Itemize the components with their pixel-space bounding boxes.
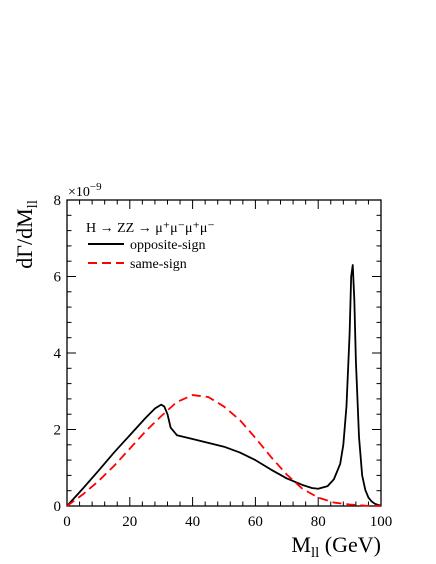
x-axis-title-main: M bbox=[291, 532, 311, 557]
x-tick-label: 0 bbox=[63, 514, 71, 530]
plot-frame bbox=[66, 199, 382, 507]
x-tick-label: 40 bbox=[185, 514, 200, 530]
x-tick-label: 60 bbox=[248, 514, 263, 530]
legend: H → ZZ → μ⁺μ⁻μ⁺μ⁻ opposite-sign same-sig… bbox=[86, 221, 215, 272]
y-axis-ticks: 0 2 4 6 8 bbox=[54, 193, 381, 515]
x-axis-title-sub: ll bbox=[311, 545, 319, 561]
x-axis-title: Mll (GeV) bbox=[291, 532, 381, 561]
legend-title: H → ZZ → μ⁺μ⁻μ⁺μ⁻ bbox=[86, 221, 215, 236]
series-line-same-sign bbox=[66, 394, 382, 507]
y-axis-title-sub: ll bbox=[25, 200, 41, 208]
series-layer bbox=[66, 264, 382, 507]
x-axis-ticks: 0 20 40 60 80 100 bbox=[63, 200, 392, 530]
legend-label-opposite-sign: opposite-sign bbox=[130, 238, 205, 253]
y-tick-label: 0 bbox=[54, 499, 62, 515]
y-axis-title-main: dΓ/dM bbox=[12, 208, 37, 268]
y-multiplier-base: ×10 bbox=[68, 185, 90, 200]
y-axis-title: dΓ/dMll bbox=[12, 200, 41, 269]
y-tick-label: 8 bbox=[54, 193, 62, 209]
legend-label-same-sign: same-sign bbox=[130, 257, 187, 272]
y-multiplier-exponent: −9 bbox=[90, 181, 102, 193]
y-tick-label: 2 bbox=[54, 423, 62, 439]
y-tick-label: 6 bbox=[54, 270, 62, 286]
series-line-opposite-sign bbox=[66, 264, 382, 507]
x-tick-label: 80 bbox=[311, 514, 326, 530]
x-axis-title-unit: (GeV) bbox=[319, 532, 381, 557]
x-tick-label: 100 bbox=[370, 514, 393, 530]
x-tick-label: 20 bbox=[122, 514, 137, 530]
y-tick-label: 4 bbox=[54, 346, 62, 362]
y-axis-multiplier: ×10−9 bbox=[68, 181, 102, 200]
